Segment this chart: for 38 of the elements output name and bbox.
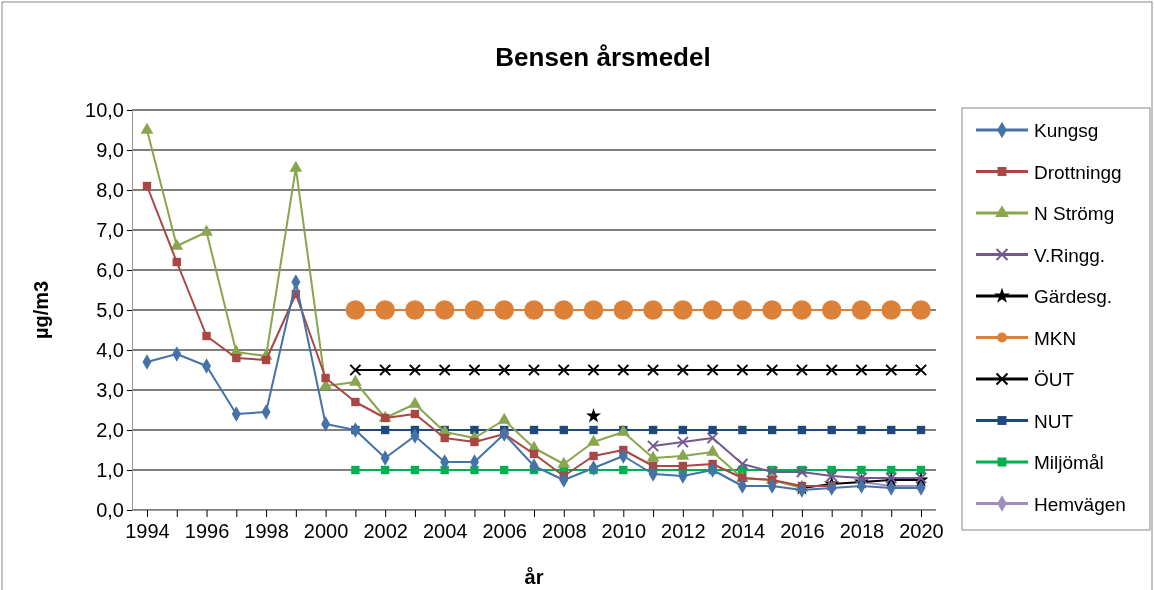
x-axis-title: år: [524, 566, 544, 588]
legend-label: Kungsg: [1034, 120, 1099, 141]
x-tick-label: 2008: [542, 520, 587, 542]
y-tick-label: 5,0: [96, 298, 124, 321]
legend-label: Gärdesg.: [1034, 286, 1113, 307]
y-tick-label: 10,0: [85, 98, 124, 121]
x-tick-label: 2012: [661, 520, 706, 542]
legend-label: Miljömål: [1034, 452, 1104, 473]
x-tick-label: 1996: [184, 520, 230, 542]
x-tick-label: 1994: [125, 520, 170, 542]
x-tick-label: 1998: [244, 520, 289, 542]
y-tick-label: 2,0: [96, 418, 124, 441]
x-tick-label: 2000: [303, 520, 349, 542]
x-tick-label: 2002: [363, 520, 408, 542]
x-tick-label: 2020: [899, 520, 944, 542]
x-tick-label: 2006: [482, 520, 527, 542]
legend-label: Hemvägen: [1034, 493, 1126, 515]
x-tick-label: 2014: [720, 520, 766, 542]
x-tick-label: 2004: [422, 520, 468, 542]
y-tick-label: 8,0: [96, 178, 124, 201]
x-tick-label: 2016: [780, 520, 825, 542]
y-tick-label: 0,0: [96, 498, 124, 521]
legend-label: N Strömg: [1034, 203, 1115, 224]
y-tick-label: 4,0: [96, 338, 124, 361]
x-tick-label: 2010: [601, 520, 647, 542]
legend-label: MKN: [1034, 327, 1077, 349]
y-tick-label: 9,0: [96, 138, 124, 161]
legend-label: V.Ringg.: [1034, 244, 1106, 266]
legend-label: ÖUT: [1034, 369, 1075, 390]
y-tick-label: 3,0: [96, 378, 124, 401]
chart-title: Bensen årsmedel: [495, 42, 711, 72]
y-tick-label: 7,0: [96, 218, 124, 241]
y-tick-label: 1,0: [96, 458, 124, 481]
legend-label: NUT: [1034, 410, 1074, 432]
x-tick-label: 2018: [839, 520, 885, 542]
y-axis-title: µg/m3: [30, 280, 52, 340]
y-tick-label: 6,0: [96, 258, 124, 281]
legend-label: Drottningg: [1034, 161, 1122, 183]
